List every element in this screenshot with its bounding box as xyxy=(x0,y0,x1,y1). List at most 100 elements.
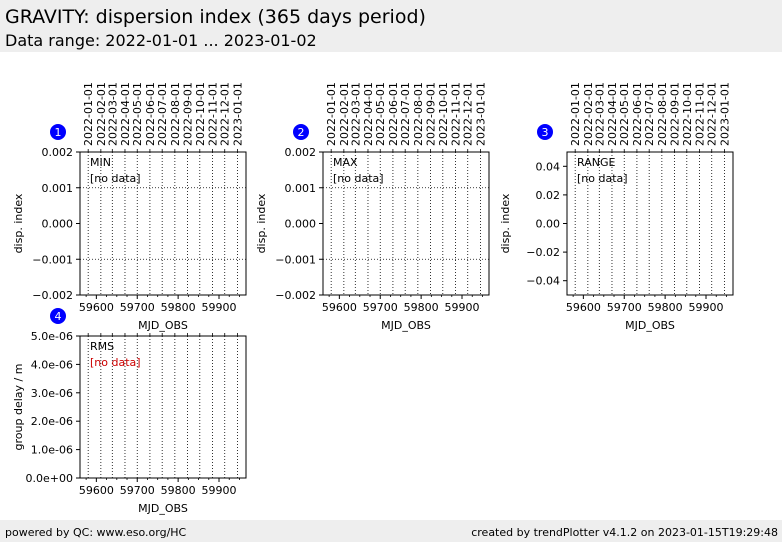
panel-4-badge xyxy=(50,308,66,324)
panel-3-badge xyxy=(537,124,553,140)
panel-2-date-label-10: 2022-11-01 xyxy=(449,82,462,146)
panel-2-x-tick-label-3: 59900 xyxy=(445,301,480,314)
panel-3-y-axis-label: disp. index xyxy=(499,193,512,253)
panel-1-x-tick-label-1: 59700 xyxy=(120,301,155,314)
panel-2-date-label-12: 2023-01-01 xyxy=(474,82,487,146)
panel-3-y-tick-label-4: 0.04 xyxy=(536,160,561,173)
panel-3-badge-number: 3 xyxy=(542,126,549,139)
panel-2-y-tick-label-4: 0.002 xyxy=(285,146,317,159)
panel-2-date-label-4: 2022-05-01 xyxy=(374,82,387,146)
panel-3-date-label-12: 2023-01-01 xyxy=(718,82,731,146)
panel-3-date-label-11: 2022-12-01 xyxy=(706,82,719,146)
panel-2-date-label-9: 2022-10-01 xyxy=(437,82,450,146)
panel-1-x-axis-label: MJD_OBS xyxy=(138,319,188,332)
panel-4-y-tick-label-2: 2.0e-06 xyxy=(31,415,73,428)
panel-1-date-label-12: 2023-01-01 xyxy=(231,82,244,146)
panel-2-y-tick-label-3: 0.001 xyxy=(285,182,317,195)
panel-3-x-tick-label-3: 59900 xyxy=(689,301,724,314)
panel-4-y-tick-label-3: 3.0e-06 xyxy=(31,387,73,400)
chart-panel-2: 59600 59700 59800 59900 MJD_OBS −0.002 −0.001 0… xyxy=(255,82,490,332)
panel-2-date-label-8: 2022-09-01 xyxy=(425,82,438,146)
panel-2-badge-number: 2 xyxy=(298,126,305,139)
panel-1-date-label-7: 2022-08-01 xyxy=(169,82,182,146)
panel-4-no-data-status: [no data] xyxy=(90,356,141,369)
panel-3-series-label: RANGE xyxy=(577,156,615,169)
page-title: GRAVITY: dispersion index (365 days peri… xyxy=(5,6,426,28)
panel-2-x-tick-label-2: 59800 xyxy=(404,301,439,314)
panel-2-x-tick-label-0: 59600 xyxy=(322,301,357,314)
panel-2-no-data-status: [no data] xyxy=(333,172,384,185)
panel-1-date-label-6: 2022-07-01 xyxy=(156,82,169,146)
data-range-subtitle: Data range: 2022-01-01 ... 2023-01-02 xyxy=(5,31,317,50)
panel-3-date-label-8: 2022-09-01 xyxy=(669,82,682,146)
chart-panel-3: 59600 59700 59800 59900 MJD_OBS −0.04 −0.02 0.0… xyxy=(499,82,734,332)
panel-3-date-label-9: 2022-10-01 xyxy=(681,82,694,146)
panel-3-x-tick-label-0: 59600 xyxy=(566,301,601,314)
panel-1-date-label-5: 2022-06-01 xyxy=(144,82,157,146)
panel-3-date-label-10: 2022-11-01 xyxy=(693,82,706,146)
panel-1-y-tick-label-0: −0.002 xyxy=(32,289,73,302)
panel-3-date-label-4: 2022-05-01 xyxy=(618,82,631,146)
panel-3-y-tick-label-2: 0.00 xyxy=(536,218,561,231)
panel-3-y-tick-label-1: −0.02 xyxy=(526,246,560,259)
panel-1-x-tick-label-3: 59900 xyxy=(202,301,237,314)
panel-2-y-tick-label-2: 0.000 xyxy=(285,218,317,231)
panel-2-date-label-3: 2022-04-01 xyxy=(362,82,375,146)
panel-1-date-label-8: 2022-09-01 xyxy=(182,82,195,146)
panel-4-y-tick-label-5: 5.0e-06 xyxy=(31,330,73,343)
panel-1-date-label-0: 2022-01-01 xyxy=(82,82,95,146)
panel-3-date-label-1: 2022-02-01 xyxy=(582,82,595,146)
chart-panel-4: 59600 59700 59800 59900 MJD_OBS 0.0e+00 1.0e-0… xyxy=(12,308,247,515)
panel-4-y-tick-label-0: 0.0e+00 xyxy=(26,472,73,485)
panel-1-date-label-11: 2022-12-01 xyxy=(219,82,232,146)
panel-3-date-label-6: 2022-07-01 xyxy=(643,82,656,146)
panel-3-date-label-7: 2022-08-01 xyxy=(656,82,669,146)
panel-2-date-label-6: 2022-07-01 xyxy=(399,82,412,146)
panel-2-date-label-2: 2022-03-01 xyxy=(349,82,362,146)
chart-panel-1: 59600 59700 59800 59900 MJD_OBS −0.002 −0.001 0… xyxy=(12,82,247,332)
panel-3-y-tick-label-3: 0.02 xyxy=(536,189,561,202)
panel-2-x-axis-label: MJD_OBS xyxy=(381,319,431,332)
panel-2-badge xyxy=(293,124,309,140)
panel-2-date-label-1: 2022-02-01 xyxy=(338,82,351,146)
panel-3-date-label-5: 2022-06-01 xyxy=(631,82,644,146)
panel-1-y-tick-label-4: 0.002 xyxy=(42,146,74,159)
panel-3-x-tick-label-2: 59800 xyxy=(648,301,683,314)
panel-1-date-label-9: 2022-10-01 xyxy=(194,82,207,146)
panel-1-badge xyxy=(50,124,66,140)
panel-1-series-label: MIN xyxy=(90,156,111,169)
panel-4-y-tick-label-4: 4.0e-06 xyxy=(31,358,73,371)
footer-created-by: created by trendPlotter v4.1.2 on 2023-0… xyxy=(471,526,778,539)
panel-4-x-tick-label-1: 59700 xyxy=(120,484,155,497)
report-header: GRAVITY: dispersion index (365 days peri… xyxy=(0,0,782,52)
panel-3-date-label-0: 2022-01-01 xyxy=(569,82,582,146)
panel-1-no-data-status: [no data] xyxy=(90,172,141,185)
panel-3-x-axis-label: MJD_OBS xyxy=(625,319,675,332)
panel-4-plot-frame xyxy=(79,335,247,479)
panel-2-y-tick-label-0: −0.002 xyxy=(275,289,316,302)
panel-1-date-label-2: 2022-03-01 xyxy=(106,82,119,146)
panel-1-y-tick-label-1: −0.001 xyxy=(32,253,73,266)
panel-2-y-axis-label: disp. index xyxy=(255,193,268,253)
panel-3-date-label-2: 2022-03-01 xyxy=(593,82,606,146)
panel-4-x-tick-label-3: 59900 xyxy=(202,484,237,497)
panel-4-x-tick-label-2: 59800 xyxy=(161,484,196,497)
panel-1-y-axis-label: disp. index xyxy=(12,193,25,253)
panel-1-date-label-10: 2022-11-01 xyxy=(206,82,219,146)
panel-2-x-tick-label-1: 59700 xyxy=(363,301,398,314)
panel-4-x-axis-label: MJD_OBS xyxy=(138,502,188,515)
panel-1-badge-number: 1 xyxy=(55,126,62,139)
panel-2-y-tick-label-1: −0.001 xyxy=(275,253,316,266)
panel-2-date-label-7: 2022-08-01 xyxy=(412,82,425,146)
panel-1-x-tick-label-2: 59800 xyxy=(161,301,196,314)
panel-4-series-label: RMS xyxy=(90,340,114,353)
panel-3-no-data-status: [no data] xyxy=(577,172,628,185)
panel-4-y-axis-label: group delay / m xyxy=(12,364,25,451)
panel-1-y-tick-label-3: 0.001 xyxy=(42,182,74,195)
panel-4-badge-number: 4 xyxy=(55,310,62,323)
panel-1-date-label-1: 2022-02-01 xyxy=(95,82,108,146)
panel-1-x-tick-label-0: 59600 xyxy=(79,301,114,314)
panel-3-date-label-3: 2022-04-01 xyxy=(606,82,619,146)
panel-4-x-tick-label-0: 59600 xyxy=(79,484,114,497)
